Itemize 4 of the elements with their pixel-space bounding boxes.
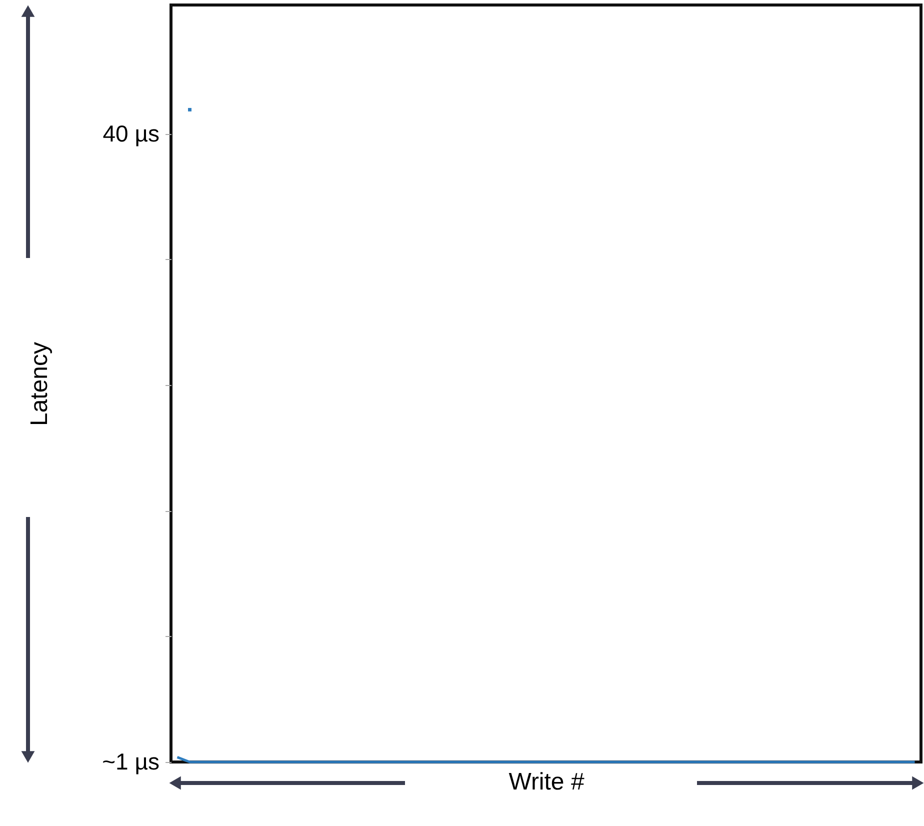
y-tick-label: ~1 µs bbox=[102, 748, 160, 774]
x-axis-title: Write # bbox=[508, 768, 585, 796]
y-tick-label: 40 µs bbox=[102, 120, 160, 146]
y-axis-title: Latency bbox=[26, 342, 54, 426]
